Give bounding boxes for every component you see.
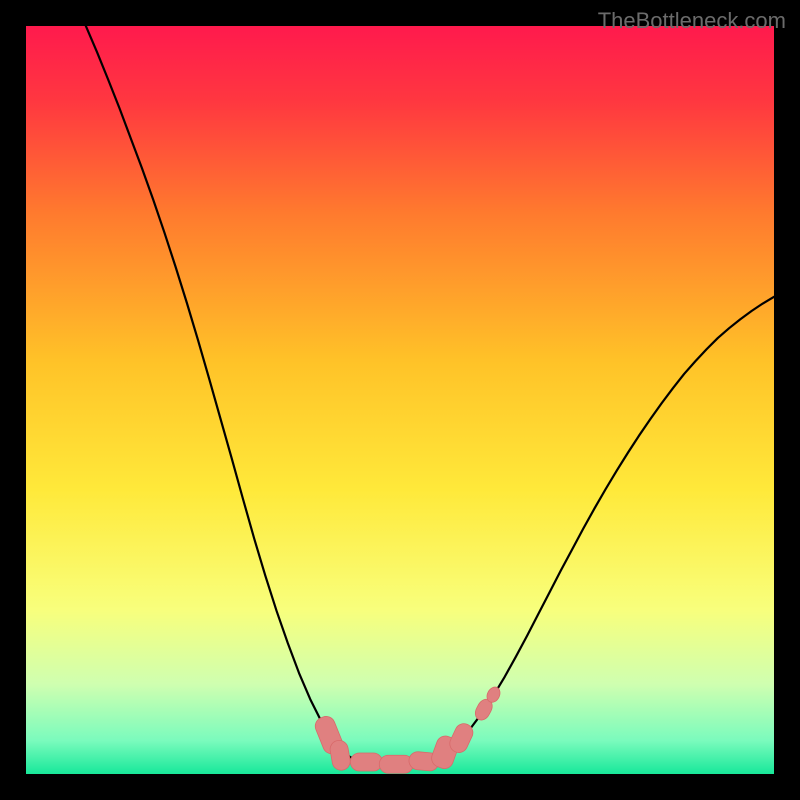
chart-background	[26, 26, 774, 774]
bottleneck-curve-chart	[26, 26, 774, 774]
valley-marker-3	[379, 755, 413, 773]
plot-area	[26, 26, 774, 774]
chart-frame: TheBottleneck.com	[0, 0, 800, 800]
watermark-label: TheBottleneck.com	[598, 8, 786, 34]
valley-marker-2	[350, 753, 382, 771]
